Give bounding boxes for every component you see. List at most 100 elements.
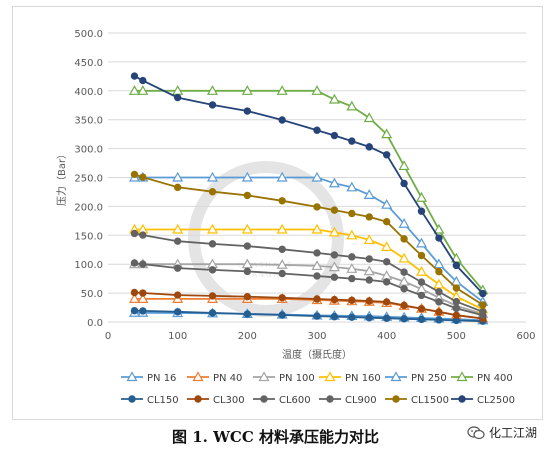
data-point xyxy=(346,263,358,273)
data-point xyxy=(346,229,358,240)
data-point xyxy=(365,213,373,221)
series-line xyxy=(134,291,483,320)
data-point xyxy=(276,259,288,269)
data-point xyxy=(330,131,339,140)
data-point xyxy=(328,226,340,237)
data-point xyxy=(452,304,461,313)
data-point xyxy=(435,308,443,316)
data-point xyxy=(243,107,252,115)
data-point xyxy=(363,265,375,276)
data-point xyxy=(208,292,217,300)
data-point xyxy=(330,273,339,281)
x-axis-title: 温度（摄氏度） xyxy=(282,348,352,361)
data-point xyxy=(435,298,443,306)
legend-entry: CL2500 xyxy=(451,395,515,406)
x-tick-label: 100 xyxy=(168,331,187,342)
data-point xyxy=(452,261,461,270)
series-line xyxy=(134,228,484,311)
data-point xyxy=(400,301,408,310)
data-point xyxy=(206,85,219,95)
y-tick-label: 100.0 xyxy=(74,260,103,271)
data-point xyxy=(382,217,391,226)
data-point xyxy=(415,192,428,202)
data-point xyxy=(382,298,391,306)
data-point xyxy=(435,316,443,324)
wechat-icon xyxy=(467,425,485,439)
data-point xyxy=(417,251,426,260)
data-point xyxy=(433,258,445,269)
x-tick-label: 200 xyxy=(238,331,257,342)
data-point xyxy=(130,288,139,297)
series-line xyxy=(134,173,484,306)
data-point xyxy=(381,198,393,209)
data-point xyxy=(381,241,393,251)
data-point xyxy=(130,229,139,238)
data-point xyxy=(276,223,288,234)
data-point xyxy=(415,265,428,276)
y-tick-label: 50.0 xyxy=(81,289,103,300)
x-tick-label: 400 xyxy=(377,331,396,342)
data-point xyxy=(382,314,391,322)
y-tick-label: 450.0 xyxy=(74,58,103,69)
legend-marker xyxy=(194,395,202,403)
series-cl600 xyxy=(130,259,487,319)
data-point xyxy=(137,293,149,303)
data-point xyxy=(365,276,373,284)
series-line xyxy=(134,75,484,295)
data-point xyxy=(330,312,339,321)
x-tick-label: 500 xyxy=(447,331,466,342)
data-point xyxy=(128,85,140,95)
data-point xyxy=(139,307,147,315)
data-point xyxy=(417,207,426,215)
y-tick-label: 0.0 xyxy=(87,318,103,329)
legend-marker xyxy=(390,371,402,382)
y-tick-label: 350.0 xyxy=(74,116,103,127)
y-tick-label: 250.0 xyxy=(74,174,103,185)
data-point xyxy=(130,72,139,80)
data-point xyxy=(330,251,339,259)
data-point xyxy=(400,235,408,243)
data-point xyxy=(417,278,426,286)
chart-frame: HUASHANG JIANGHU 0.0 50.0 100.0 150.0 200.0 250… xyxy=(12,6,543,420)
data-point xyxy=(243,310,252,318)
data-point xyxy=(172,171,184,182)
data-point xyxy=(208,188,217,196)
data-point xyxy=(415,237,428,248)
data-point xyxy=(208,309,217,317)
legend-label: CL600 xyxy=(279,395,311,406)
data-point xyxy=(479,308,487,316)
data-point xyxy=(348,274,356,283)
legend-marker xyxy=(392,395,400,403)
legend-label: PN 400 xyxy=(477,373,513,384)
legend-marker xyxy=(260,395,268,403)
data-point xyxy=(382,151,391,159)
legend-label: CL150 xyxy=(147,395,179,406)
legend-label: CL2500 xyxy=(477,395,515,406)
brand-chip: 化工江湖 xyxy=(467,424,537,441)
data-point xyxy=(398,160,410,171)
data-point xyxy=(130,306,139,315)
series-line xyxy=(134,263,484,315)
data-point xyxy=(313,203,321,211)
data-point xyxy=(433,278,445,289)
data-point xyxy=(435,267,443,276)
data-point xyxy=(452,284,461,292)
data-point xyxy=(313,295,321,303)
data-point xyxy=(479,301,487,309)
legend-entry: CL1500 xyxy=(385,395,449,406)
data-point xyxy=(137,85,149,95)
data-point xyxy=(130,170,139,179)
series-line xyxy=(134,309,483,323)
data-point xyxy=(173,291,182,299)
legend-entry: PN 100 xyxy=(253,371,315,384)
legend-label: CL900 xyxy=(345,395,377,406)
data-point xyxy=(348,209,356,218)
data-point xyxy=(400,268,408,276)
data-point xyxy=(381,128,393,139)
data-point xyxy=(311,223,323,234)
legend-entry: CL900 xyxy=(319,395,377,406)
data-point xyxy=(346,100,358,111)
legend-label: PN 16 xyxy=(147,373,176,384)
watermark-disc xyxy=(188,161,344,317)
data-point xyxy=(382,258,391,266)
